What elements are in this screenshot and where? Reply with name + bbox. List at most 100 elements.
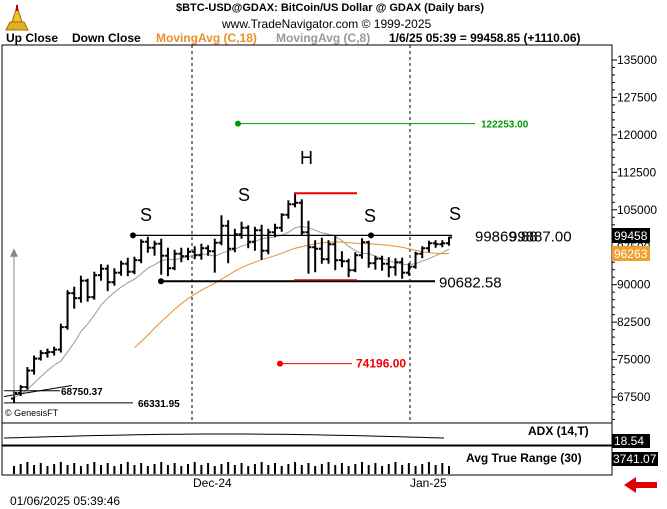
ohlc-bar <box>352 252 359 273</box>
atr-value: 3741.07 <box>613 452 657 466</box>
ohlc-bar <box>205 245 212 256</box>
adx-value: 18.54 <box>614 434 644 448</box>
ma8-line <box>13 225 450 398</box>
footer-timestamp: 01/06/2025 05:39:46 <box>10 494 121 508</box>
ohlc-bar <box>425 240 432 253</box>
ohlc-bar <box>338 251 345 268</box>
ohlc-bar <box>131 256 138 275</box>
ohlc-bar <box>372 255 379 270</box>
ohlc-bar <box>278 213 285 232</box>
support-point <box>158 278 164 285</box>
ohlc-bar <box>71 286 78 309</box>
x-tick-dec: Dec-24 <box>193 476 232 490</box>
ohlc-bar <box>345 258 352 278</box>
pattern-label-s: S <box>140 205 152 225</box>
y-tick-label: 90000 <box>617 278 651 292</box>
adx-line <box>3 433 445 439</box>
target-up-label: 122253.00 <box>481 120 529 131</box>
ohlc-bar <box>138 239 145 264</box>
ma18-price-box <box>612 246 650 261</box>
ohlc-bar <box>24 367 31 390</box>
legend-up-close: Up Close <box>6 31 59 45</box>
ohlc-bar <box>285 200 292 219</box>
ohlc-bar <box>238 221 245 239</box>
chart-title: $BTC-USD@GDAX: BitCoin/US Dollar @ GDAX … <box>176 2 485 14</box>
target-up-point <box>235 120 241 127</box>
ohlc-bar <box>231 228 238 253</box>
ohlc-bar <box>158 238 165 275</box>
pattern-label-h: H <box>300 148 313 168</box>
ohlc-bar <box>118 260 125 276</box>
ohlc-bar <box>218 215 225 246</box>
last-price-label: 99458 <box>614 229 648 243</box>
y-tick-label: 75000 <box>617 353 651 367</box>
ohlc-bar <box>292 193 299 208</box>
atr-bars <box>13 462 450 474</box>
ohlc-bar <box>191 246 198 260</box>
low-left-2-label: 66331.95 <box>138 399 180 410</box>
legend-down-close: Down Close <box>72 31 141 45</box>
left-arrow-head-icon <box>10 248 18 257</box>
ohlc-bar <box>111 268 118 286</box>
ma18-line <box>134 241 450 348</box>
ohlc-bar <box>305 220 312 274</box>
ohlc-bar <box>185 247 191 261</box>
neckline-point-right <box>368 232 374 239</box>
legend-quote: 1/6/25 05:39 = 99458.85 (+1110.06) <box>389 31 581 45</box>
neckline-label: 99869.88 <box>475 228 538 245</box>
last-price-box <box>612 228 650 243</box>
neckline-overlay-label: 99887.00 <box>509 228 572 245</box>
adx-panel <box>1 422 613 446</box>
ohlc-bar <box>91 271 98 300</box>
ohlc-bar <box>124 257 131 277</box>
y-tick-label: 120000 <box>617 128 657 142</box>
ohlc-bar <box>104 264 111 292</box>
ohlc-bar <box>151 240 158 256</box>
y-tick-label: 82500 <box>617 315 651 329</box>
ohlc-bar <box>77 275 84 303</box>
ohlc-bar <box>37 350 44 361</box>
genesisft-watermark: © GenesisFT <box>5 408 59 418</box>
ma18-price-label: 96263 <box>614 247 648 261</box>
target-down-point <box>277 360 283 367</box>
ohlc-bar <box>258 224 265 260</box>
ohlc-bar <box>325 240 332 264</box>
copyright-line: www.TradeNavigator.com © 1999-2025 <box>222 17 432 31</box>
ohlc-bar <box>359 238 365 259</box>
y-tick-label: 67500 <box>617 390 651 404</box>
ohlc-bar <box>265 228 272 255</box>
ohlc-bar <box>84 278 91 302</box>
ohlc-bar <box>439 240 446 248</box>
support-label: 90682.58 <box>439 274 502 291</box>
pattern-label-s: S <box>364 206 376 226</box>
pattern-label-s: S <box>238 185 250 205</box>
ohlc-bar <box>211 238 218 273</box>
ohlc-bar <box>198 243 205 260</box>
ohlc-bar <box>412 251 419 269</box>
y-tick-label: 112500 <box>617 165 656 179</box>
early-trend-line <box>3 385 73 398</box>
ohlc-bar <box>419 246 426 259</box>
y-tick-label: 135000 <box>617 53 657 67</box>
ohlc-bar <box>446 236 452 246</box>
ohlc-bar <box>164 247 171 277</box>
adx-value-box <box>612 434 650 448</box>
neckline-point-left <box>130 232 136 239</box>
low-left-1-label: 68750.37 <box>61 387 103 398</box>
scroll-right-arrow-icon[interactable] <box>624 477 658 493</box>
pattern-label-s: S <box>449 204 461 224</box>
ohlc-bar <box>379 255 386 271</box>
ohlc-bar <box>51 346 58 356</box>
y-tick-label: 105000 <box>617 203 657 217</box>
x-tick-jan: Jan-25 <box>410 476 447 490</box>
ohlc-bar <box>144 236 151 253</box>
ohlc-bar <box>251 226 258 251</box>
ohlc-bar <box>312 240 319 273</box>
ohlc-bar <box>392 258 399 276</box>
ohlc-bar <box>405 263 412 276</box>
ohlc-bar <box>178 247 185 263</box>
legend-ma18: MovingAvg (C,18) <box>156 31 257 45</box>
ohlc-bar <box>432 240 439 248</box>
